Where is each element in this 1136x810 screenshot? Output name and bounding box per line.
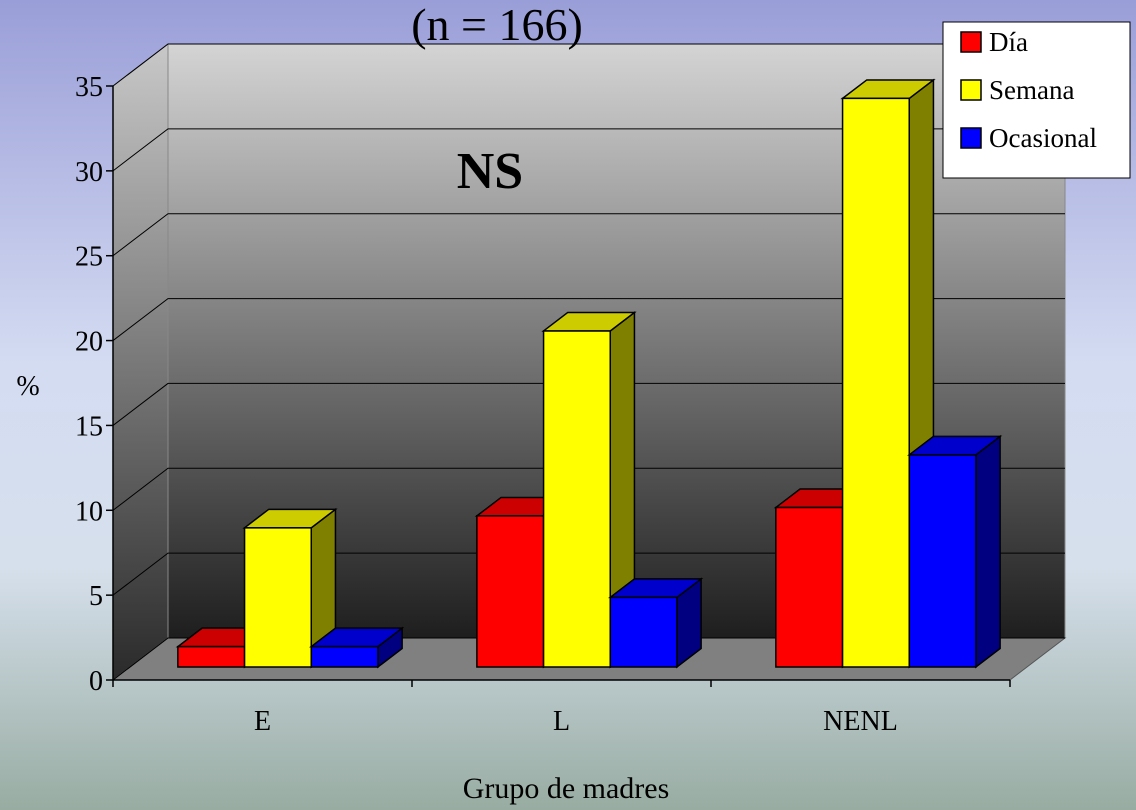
bar (242, 507, 338, 669)
grid-line-segment (112, 128, 1065, 172)
bar (907, 434, 1003, 669)
legend-label: Semana (989, 75, 1074, 105)
annotation: NS (457, 143, 523, 200)
y-tick-label: 30 (75, 157, 103, 188)
bar-front (310, 645, 379, 668)
y-axis-label: % (16, 371, 39, 402)
grid-line-segment (112, 637, 1065, 681)
grid-line-segment (112, 298, 1065, 341)
legend-swatch (960, 31, 982, 53)
chart-title: (n = 166) (411, 0, 583, 50)
grid-line (112, 467, 1065, 511)
bar-front (476, 515, 545, 668)
y-tick-label: 20 (75, 327, 103, 358)
grid-line (112, 637, 1065, 681)
grid-line (112, 43, 1065, 87)
x-tick-label: NENL (823, 706, 898, 737)
grid-line (112, 382, 1065, 426)
x-tick-label: L (553, 706, 570, 737)
legend-label: Ocasional (989, 123, 1097, 153)
y-tick-label: 15 (75, 411, 103, 442)
bar (309, 626, 405, 669)
y-tick-label: 35 (75, 72, 103, 103)
bar-side (975, 434, 1001, 669)
legend-swatch (960, 79, 982, 101)
legend-label: Día (989, 27, 1028, 57)
grid-line (112, 213, 1065, 257)
x-axis-label: Grupo de madres (463, 772, 670, 805)
legend: Día Semana Ocasional (942, 21, 1131, 179)
grid-line-segment (112, 552, 1065, 596)
grid-line-segment (112, 467, 1065, 511)
grid-line-segment (112, 382, 1065, 426)
bar-front (841, 97, 910, 668)
left-wall (112, 42, 169, 682)
bar-front (775, 506, 844, 668)
grid-line (112, 298, 1065, 341)
bar-front (243, 527, 312, 668)
grid-line (112, 552, 1065, 596)
y-tick-label: 10 (75, 496, 103, 527)
legend-swatch (960, 127, 982, 149)
y-tick-label: 5 (89, 581, 103, 612)
bar (608, 577, 704, 669)
bar-front (908, 454, 977, 668)
bar (541, 310, 637, 669)
grid-line (112, 128, 1065, 172)
y-tick-label: 25 (75, 242, 103, 273)
grid-line-segment (112, 213, 1065, 257)
bar-front (177, 645, 246, 668)
y-tick-label: 0 (89, 666, 103, 697)
bar-front (542, 330, 611, 668)
bar-front (609, 596, 678, 668)
x-tick-label: E (254, 706, 271, 737)
grid-line-segment (112, 43, 1065, 87)
